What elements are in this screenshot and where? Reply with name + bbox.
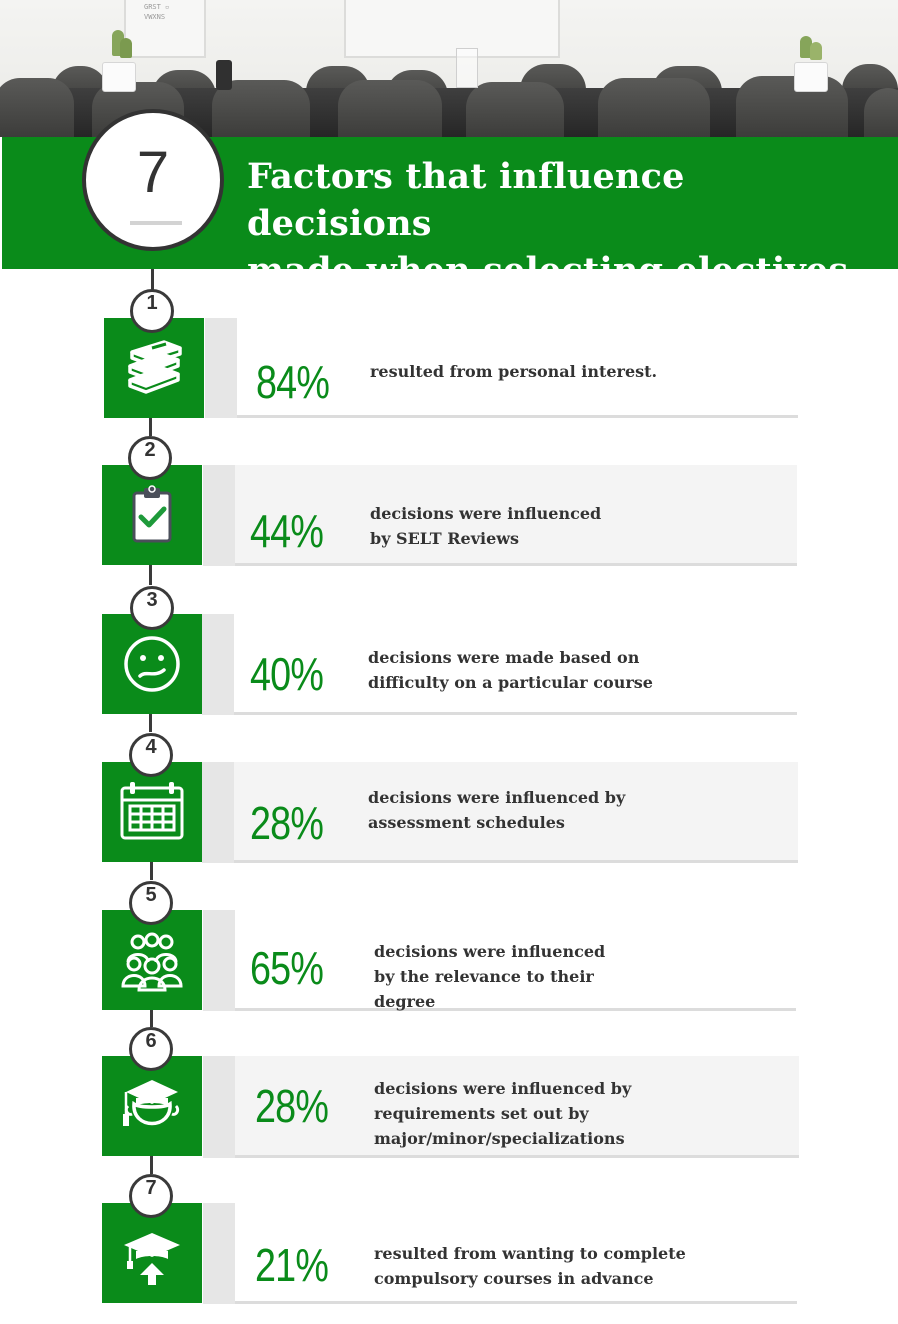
factor-icon-box [102,762,202,862]
group-icon [121,932,183,992]
factor-card [203,1056,799,1158]
factor-count: 7 [136,140,170,205]
factor-description: resulted from wanting to complete compul… [374,1241,686,1291]
description-line: decisions were influenced [374,942,606,961]
factor-description: decisions were influenced by SELT Review… [370,501,601,551]
factor-number: 4 [129,733,173,777]
cactus-plant-left [100,26,140,92]
clipboard-check-icon [132,485,172,543]
badge-underline [130,221,182,225]
calendar-icon [120,782,184,840]
factor-card [203,910,796,1011]
title-line-1: Factors that influence decisions [247,156,685,244]
phone-on-table [216,60,232,90]
factor-description: resulted from personal interest. [370,359,657,384]
graduation-cap-arrow-icon [124,1233,180,1285]
factor-percent: 65% [250,942,324,994]
cactus-plant-right [792,34,832,92]
description-line: decisions were influenced by [368,788,626,807]
timeline-connector [150,1156,153,1174]
factor-number: 1 [130,289,174,333]
timeline-connector [150,1009,153,1027]
books-icon [128,340,182,394]
whiteboard-right [344,0,560,58]
factor-percent: 40% [250,648,324,700]
factor-number: 5 [129,881,173,925]
timeline-connector [149,418,152,436]
timeline-connector [151,269,154,291]
whiteboard-scribble: GRST ▫ VWXNS [144,3,170,21]
factor-icon-box [102,465,202,565]
description-line: requirements set out by [374,1104,589,1123]
factor-number: 6 [129,1027,173,1071]
whiteboard-left [124,0,206,58]
factor-icon-box [102,1203,202,1303]
factor-icon-box [104,318,204,418]
factor-description: decisions were influenced by requirement… [374,1076,631,1151]
factor-card [202,614,797,715]
title-line-2: made when selecting electives [247,250,849,291]
timeline-connector [149,714,152,732]
factor-count-badge: 7 [82,109,224,251]
factor-card [203,465,797,566]
description-line: by the relevance to their [374,967,594,986]
factor-icon-box [102,1056,202,1156]
factor-description: decisions were influenced by the relevan… [374,939,605,1014]
timeline-connector [150,862,153,880]
factor-percent: 21% [255,1239,329,1291]
description-line: resulted from personal interest. [370,362,658,381]
factor-percent: 44% [250,505,324,557]
factor-percent: 28% [250,797,324,849]
description-line: difficulty on a particular course [368,673,653,692]
factor-card [202,762,798,863]
description-line: decisions were influenced [370,504,602,523]
factor-percent: 28% [255,1080,329,1132]
description-line: resulted from wanting to complete [374,1244,686,1263]
description-line: decisions were influenced by [374,1079,632,1098]
glass-jar [456,48,478,88]
uneasy-face-icon [124,636,180,692]
description-line: major/minor/specializations [374,1129,625,1148]
factor-number: 3 [130,586,174,630]
factor-icon-box [102,614,202,714]
page-title: Factors that influence decisions made wh… [247,153,867,294]
factor-card [203,1203,797,1304]
description-line: degree [374,992,436,1011]
factor-description: decisions were made based on difficulty … [368,645,653,695]
factor-number: 7 [129,1174,173,1218]
factor-description: decisions were influenced by assessment … [368,785,625,835]
factor-card [205,318,798,418]
description-line: decisions were made based on [368,648,640,667]
description-line: by SELT Reviews [370,529,520,548]
factor-percent: 84% [256,356,330,408]
description-line: compulsory courses in advance [374,1269,654,1288]
graduate-icon [123,1080,180,1126]
factor-number: 2 [128,436,172,480]
timeline-connector [149,565,152,585]
factor-icon-box [102,910,202,1010]
description-line: assessment schedules [368,813,565,832]
